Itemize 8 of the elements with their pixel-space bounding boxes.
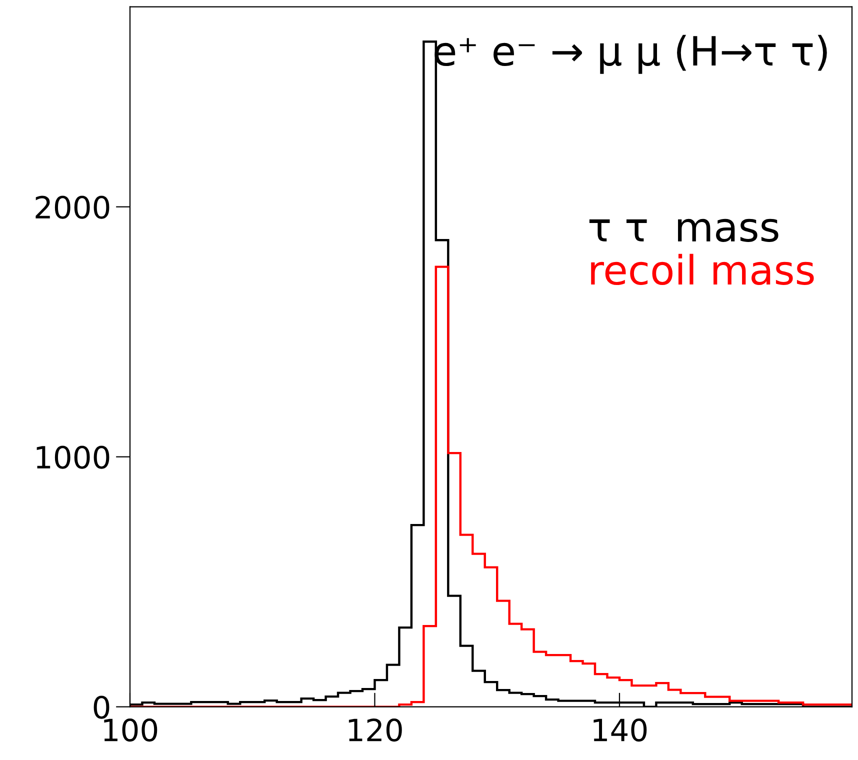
x-tick-label: 140 [594, 718, 647, 742]
x-tick-label: 100 [104, 718, 158, 742]
x-tick-label: 120 [348, 718, 402, 742]
text: τ τ mass [589, 218, 778, 242]
y-tick-label: 2000 [36, 196, 110, 219]
y-tick-label: 0 [94, 696, 110, 719]
y-tick-label: 1000 [36, 446, 110, 469]
text: recoil mass [591, 254, 814, 286]
